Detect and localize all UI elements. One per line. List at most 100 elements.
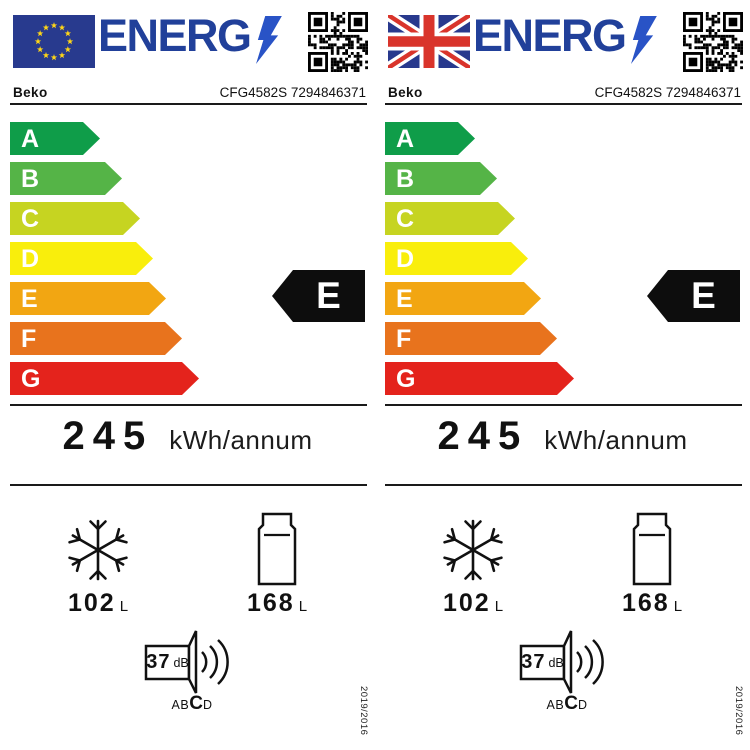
scale-letter: F (21, 325, 37, 353)
model-number: CFG4582S 7294846371 (594, 85, 741, 100)
fridge-volume: 168 L (597, 589, 707, 618)
scale-arrow-e: E (385, 282, 541, 315)
scale-letter: C (396, 205, 415, 233)
scale-arrow-g: G (10, 362, 199, 395)
rating-indicator-arrow: E (272, 270, 365, 322)
speaker-icon (519, 630, 604, 694)
scale-arrow-b: B (385, 162, 497, 195)
freezer-volume-unit: L (494, 598, 504, 615)
energ-logo-text: ENERG (473, 10, 627, 61)
noise-value: 37 (146, 651, 171, 673)
scale-letter: E (21, 285, 38, 313)
energy-unit: kWh/annum (544, 425, 688, 455)
snowflake-icon (67, 519, 129, 581)
energy-label-uk: ENERG Beko CFG4582S 7294846371 A B C D E… (375, 0, 750, 750)
scale-arrow-b: B (10, 162, 122, 195)
freezer-volume: 102 L (418, 589, 528, 618)
scale-letter: B (396, 165, 415, 193)
brand-name: Beko (388, 85, 423, 100)
scale-arrow-f: F (10, 322, 182, 355)
qr-code-icon (683, 12, 743, 72)
noise-class: C (564, 693, 578, 714)
energy-consumption: 245 kWh/annum (375, 414, 750, 459)
bottle-icon (632, 512, 672, 586)
freezer-volume: 102 L (43, 589, 153, 618)
fridge-compartment: 168 L (222, 512, 332, 618)
scale-letter: D (21, 245, 40, 273)
energ-logo: ENERG (473, 13, 657, 64)
noise-section: 37 dB AB C D (139, 627, 245, 717)
freezer-compartment: 102 L (418, 514, 528, 618)
fridge-volume-unit: L (298, 598, 308, 615)
fridge-volume: 168 L (222, 589, 332, 618)
scale-arrow-a: A (385, 122, 475, 155)
scale-arrow-d: D (10, 242, 153, 275)
lightning-bolt-icon (630, 16, 657, 64)
regulation-number: 2019/2016 (358, 686, 369, 736)
scale-arrow-d: D (385, 242, 528, 275)
energy-value: 245 (62, 414, 154, 458)
rating-letter: E (691, 275, 716, 316)
energy-value: 245 (437, 414, 529, 458)
scale-letter: B (21, 165, 40, 193)
noise-scale-post: D (577, 698, 588, 712)
freezer-volume-value: 102 (442, 589, 491, 617)
snowflake-icon (442, 519, 504, 581)
scale-arrow-c: C (385, 202, 515, 235)
divider-line (385, 484, 742, 486)
divider-line (10, 484, 367, 486)
fridge-compartment: 168 L (597, 512, 707, 618)
energy-label-eu: ENERG Beko CFG4582S 7294846371 A B C D E… (0, 12, 375, 736)
lightning-bolt-icon (255, 16, 282, 64)
rating-indicator-arrow: E (647, 270, 740, 322)
noise-scale-post: D (202, 698, 213, 712)
scale-arrow-a: A (10, 122, 100, 155)
regulation-number: 2019/2016 (733, 686, 744, 736)
energy-consumption: 245 kWh/annum (0, 414, 375, 459)
scale-letter: C (21, 205, 40, 233)
scale-letter: E (396, 285, 413, 313)
energ-logo: ENERG (98, 13, 282, 64)
noise-class-scale: AB C D (139, 693, 245, 715)
noise-unit: dB (548, 655, 564, 670)
energy-unit: kWh/annum (169, 425, 313, 455)
scale-arrow-f: F (385, 322, 557, 355)
noise-level: 37 dB (146, 646, 189, 679)
divider-line (385, 103, 742, 105)
freezer-volume-value: 102 (67, 589, 116, 617)
brand-name: Beko (13, 85, 48, 100)
scale-arrow-c: C (10, 202, 140, 235)
divider-line (10, 103, 367, 105)
qr-code-icon (308, 12, 368, 72)
scale-arrow-g: G (385, 362, 574, 395)
fridge-volume-value: 168 (246, 589, 295, 617)
noise-scale-pre: AB (171, 698, 190, 712)
noise-scale-pre: AB (546, 698, 565, 712)
freezer-volume-unit: L (119, 598, 129, 615)
scale-letter: F (396, 325, 412, 353)
noise-section: 37 dB AB C D (514, 627, 620, 717)
freezer-compartment: 102 L (43, 514, 153, 618)
divider-line (385, 404, 742, 406)
noise-value: 37 (521, 651, 546, 673)
uk-flag-icon (388, 15, 470, 68)
noise-class: C (189, 693, 203, 714)
scale-letter: G (396, 365, 416, 393)
eu-flag-icon (13, 15, 95, 68)
scale-letter: D (396, 245, 415, 273)
energ-logo-text: ENERG (98, 10, 252, 61)
speaker-icon (144, 630, 229, 694)
noise-unit: dB (173, 655, 189, 670)
scale-letter: A (396, 125, 415, 153)
noise-class-scale: AB C D (514, 693, 620, 715)
scale-letter: A (21, 125, 40, 153)
rating-letter: E (316, 275, 341, 316)
model-number: CFG4582S 7294846371 (219, 85, 366, 100)
noise-level: 37 dB (521, 646, 564, 679)
divider-line (10, 404, 367, 406)
scale-letter: G (21, 365, 41, 393)
bottle-icon (257, 512, 297, 586)
fridge-volume-value: 168 (621, 589, 670, 617)
fridge-volume-unit: L (673, 598, 683, 615)
